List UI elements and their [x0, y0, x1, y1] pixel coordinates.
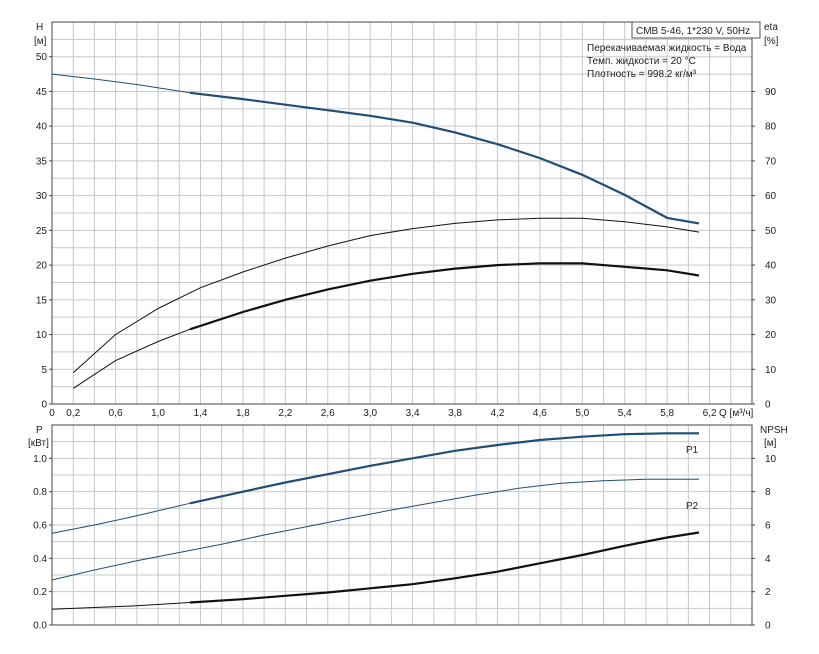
curve-bottom-0-thin — [51, 502, 191, 534]
bottom-panel-grid — [51, 424, 753, 626]
info-line-density: Плотность = 998.2 кг/м³ — [587, 69, 697, 80]
x-tick-label: 0,2 — [66, 408, 80, 419]
y-right-tick-label: 70 — [765, 156, 777, 167]
x-tick-label: 6,2 — [703, 408, 717, 419]
x-tick-label: 3,0 — [363, 408, 377, 419]
top-y-right-label-2: [%] — [764, 36, 779, 47]
y-left-tick-label: 0.6 — [33, 521, 47, 532]
x-tick-label: 5,8 — [660, 408, 674, 419]
y-right-tick-label: 60 — [765, 191, 777, 202]
y-left-tick-label: 15 — [36, 295, 48, 306]
x-tick-label: 3,8 — [448, 408, 462, 419]
curve-top-1-thin — [72, 217, 700, 374]
y-right-tick-label: 50 — [765, 226, 777, 237]
y-left-tick-label: 0 — [41, 400, 47, 411]
y-left-tick-label: 0.0 — [33, 621, 47, 632]
curve-top-2-bold — [189, 262, 700, 331]
y-left-tick-label: 35 — [36, 156, 48, 167]
y-right-tick-label: 0 — [765, 400, 771, 411]
info-line-temperature: Темп. жидкости = 20 °C — [587, 56, 696, 67]
y-right-tick-label: 6 — [765, 521, 771, 532]
y-right-tick-label: 20 — [765, 330, 777, 341]
top-y-right-label-1: eta — [764, 22, 778, 33]
y-right-tick-label: 80 — [765, 122, 777, 133]
bottom-panel-curves — [51, 432, 700, 610]
x-tick-label: 1,4 — [194, 408, 208, 419]
bottom-y-left-label-2: [кВт] — [28, 438, 49, 449]
curve-top-0-bold — [189, 91, 700, 225]
curve-bottom-0-bold — [189, 432, 699, 505]
x-tick-label: 1,8 — [236, 408, 250, 419]
y-left-tick-label: 40 — [36, 122, 48, 133]
model-label: CMB 5-46, 1*230 V, 50Hz — [636, 26, 750, 37]
y-left-tick-label: 45 — [36, 87, 48, 98]
y-right-tick-label: 8 — [765, 487, 771, 498]
y-right-tick-label: 90 — [765, 87, 777, 98]
plot-frame — [51, 21, 753, 405]
y-right-tick-label: 40 — [765, 261, 777, 272]
y-right-tick-label: 0 — [765, 621, 771, 632]
x-axis-label: Q [м³/ч] — [719, 408, 754, 419]
y-left-tick-label: 0.8 — [33, 487, 47, 498]
x-tick-label: 2,2 — [278, 408, 292, 419]
top-y-left-label-2: [м] — [34, 36, 47, 47]
y-left-tick-label: 25 — [36, 226, 48, 237]
y-left-tick-label: 1.0 — [33, 454, 47, 465]
curve-bottom-1-thin — [51, 478, 699, 581]
y-right-tick-label: 10 — [765, 454, 777, 465]
bottom-y-right-label-1: NPSH — [760, 425, 788, 436]
top-panel-ticks: 0 5 10 15 20 25 30 35 40 45 50 0 10 20 30 40 50 60 70 80 90 0… — [36, 52, 777, 419]
bottom-y-right-label-2: [м] — [764, 438, 777, 449]
x-tick-label: 1,0 — [151, 408, 165, 419]
series-label-p1: P1 — [686, 445, 699, 456]
x-tick-label: 0,6 — [109, 408, 123, 419]
x-tick-label: 5,0 — [575, 408, 589, 419]
y-left-tick-label: 5 — [41, 365, 47, 376]
curve-top-2-thin — [72, 328, 191, 389]
y-left-tick-label: 20 — [36, 261, 48, 272]
y-left-tick-label: 30 — [36, 191, 48, 202]
y-right-tick-label: 4 — [765, 554, 771, 565]
x-tick-label: 4,2 — [491, 408, 505, 419]
bottom-panel-ticks: 0.0 0.2 0.4 0.6 0.8 1.0 0 2 4 6 8 10 — [33, 454, 776, 632]
x-tick-label: 3,4 — [406, 408, 420, 419]
bottom-y-left-label-1: P — [36, 425, 43, 436]
y-left-tick-label: 0.2 — [33, 587, 47, 598]
model-label-box — [631, 21, 761, 39]
curve-bottom-2-bold — [189, 531, 700, 604]
x-tick-label: 5,4 — [618, 408, 632, 419]
x-tick-label: 2,6 — [321, 408, 335, 419]
x-tick-label: 4,6 — [533, 408, 547, 419]
info-line-fluid: Перекачиваемая жидкость = Вода — [587, 43, 747, 54]
y-left-tick-label: 50 — [36, 52, 48, 63]
series-label-p2: P2 — [686, 501, 699, 512]
y-left-tick-label: 0.4 — [33, 554, 47, 565]
y-right-tick-label: 10 — [765, 365, 777, 376]
top-y-left-label-1: H — [36, 22, 43, 33]
top-panel-grid — [51, 21, 753, 405]
y-right-tick-label: 2 — [765, 587, 771, 598]
top-panel-curves — [51, 73, 700, 389]
x-tick-label: 0 — [49, 408, 55, 419]
y-left-tick-label: 10 — [36, 330, 48, 341]
curve-bottom-2-thin — [51, 602, 190, 610]
y-right-tick-label: 30 — [765, 295, 777, 306]
curve-top-0-thin — [51, 73, 190, 94]
